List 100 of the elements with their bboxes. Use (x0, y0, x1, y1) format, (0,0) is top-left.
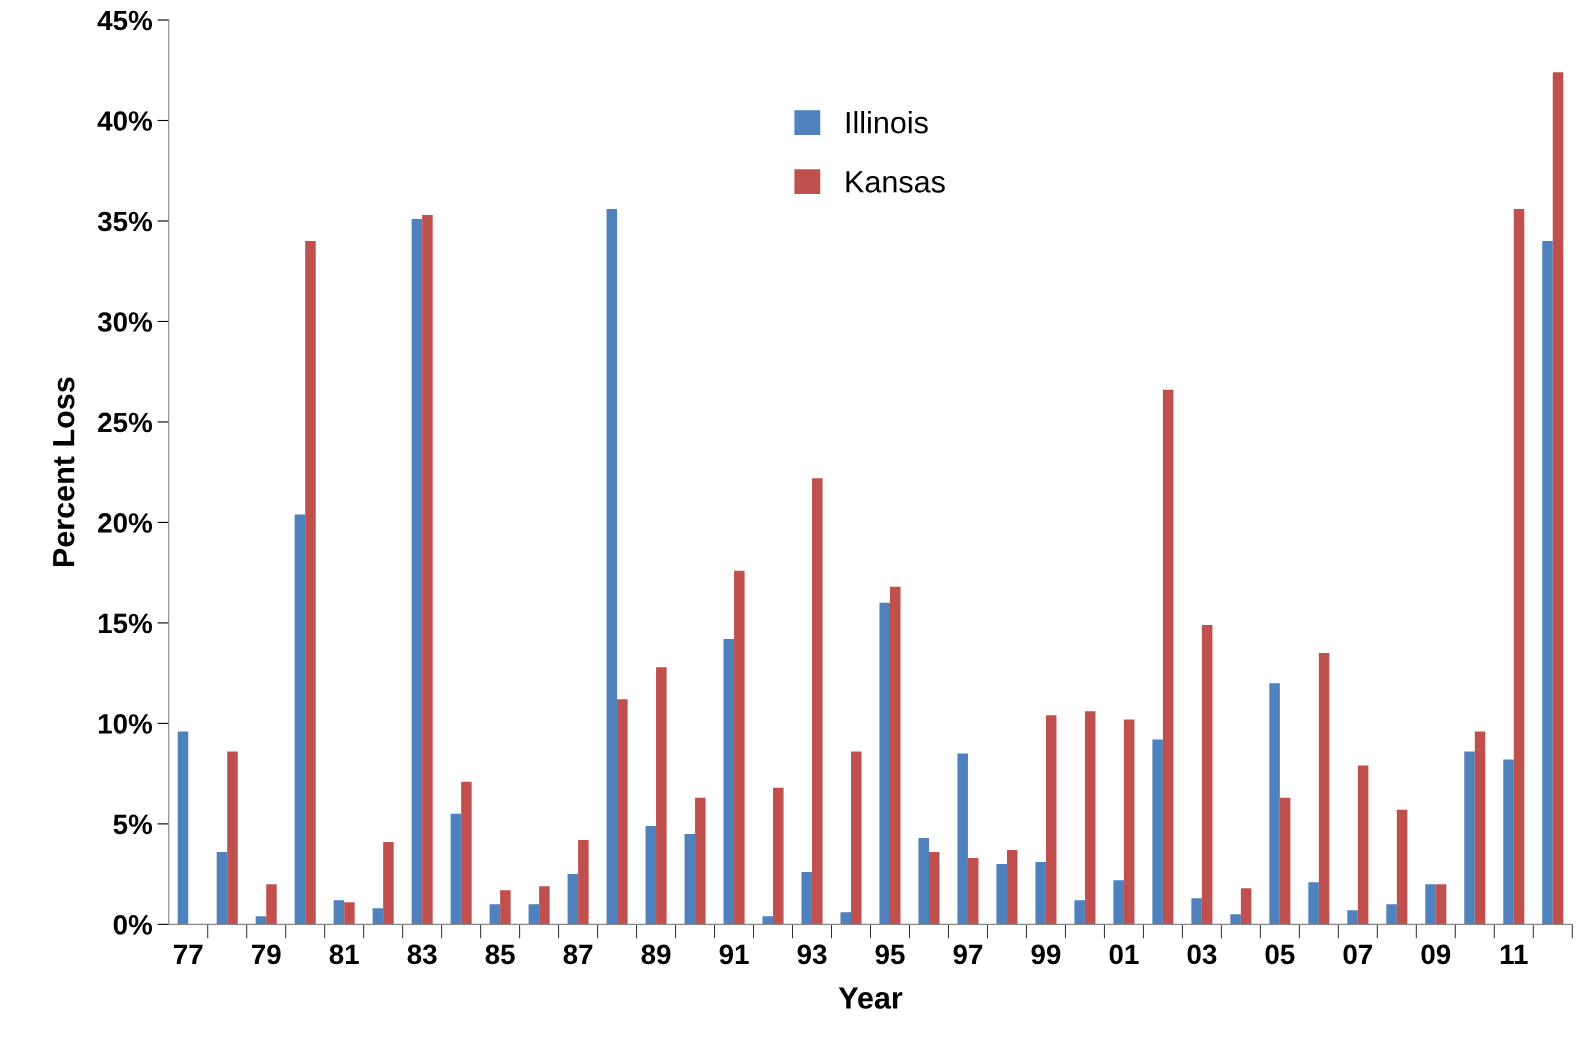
bar (1542, 241, 1553, 925)
x-tick-label: 89 (641, 944, 671, 965)
y-tick-label: 20% (98, 513, 153, 533)
bar (528, 904, 540, 925)
bar (1308, 882, 1319, 925)
bar (255, 916, 267, 925)
bar (450, 813, 462, 925)
bar (928, 852, 940, 925)
legend-label: Kansas (846, 171, 945, 193)
bar (617, 699, 628, 925)
bar (1035, 862, 1046, 925)
x-tick-label: 01 (1109, 944, 1139, 965)
x-tick-label: 79 (251, 944, 281, 965)
bar (489, 904, 501, 925)
bar (734, 570, 745, 925)
x-tick-label: 95 (875, 944, 905, 965)
bar (1552, 72, 1564, 925)
bar (383, 841, 394, 925)
x-tick-label: 11 (1500, 944, 1528, 964)
bar (656, 667, 667, 925)
bar (266, 884, 277, 925)
bar (422, 214, 433, 925)
bar (1425, 884, 1436, 925)
bar (1240, 888, 1252, 925)
y-tick-label: 30% (97, 312, 153, 332)
bar (333, 900, 345, 925)
bar (967, 858, 979, 925)
bar (305, 241, 316, 925)
bar (1191, 898, 1202, 925)
bar (1474, 731, 1486, 925)
bar (1230, 914, 1241, 925)
bar (1347, 910, 1358, 925)
bar (1279, 797, 1291, 925)
bar (1396, 809, 1408, 925)
x-tick-label: 99 (1031, 944, 1061, 965)
bar (1006, 850, 1018, 925)
bar (567, 874, 579, 925)
x-tick-label: 07 (1343, 944, 1373, 965)
bar (411, 218, 423, 925)
bar (996, 864, 1007, 925)
bar (1074, 900, 1085, 925)
bar (762, 916, 774, 925)
bar (1503, 759, 1514, 925)
x-tick-label: 91 (719, 944, 749, 965)
bar (812, 478, 823, 925)
bar (1152, 739, 1163, 925)
bar (840, 912, 852, 925)
bar (1123, 719, 1135, 925)
bar (1045, 715, 1057, 925)
y-tick-label: 35% (97, 211, 153, 232)
x-tick-label: 83 (407, 944, 437, 965)
bar (645, 825, 657, 925)
bar (1269, 683, 1280, 925)
bar (851, 751, 862, 925)
y-axis-title: Percent Loss (53, 377, 75, 567)
y-tick-label: 25% (98, 412, 153, 433)
x-tick-label: 93 (797, 944, 827, 965)
bar (695, 797, 706, 925)
x-tick-label: 87 (563, 944, 593, 965)
bar (500, 890, 511, 925)
bar (216, 852, 228, 925)
x-tick-label: 05 (1265, 944, 1295, 965)
bar (1084, 711, 1096, 925)
bar (372, 908, 384, 925)
bar (578, 839, 589, 925)
bar (879, 602, 890, 925)
bar (177, 731, 189, 925)
bar (890, 586, 901, 925)
bar (1357, 765, 1369, 925)
y-tick-label: 15% (98, 613, 153, 634)
bar (461, 781, 472, 925)
y-tick-label: 5% (113, 814, 153, 835)
bar (801, 872, 813, 925)
y-tick-label: 45% (97, 10, 153, 31)
bar (1162, 389, 1174, 925)
bar (606, 208, 618, 925)
x-tick-label: 97 (953, 944, 983, 965)
bar (723, 638, 735, 925)
bar (773, 787, 784, 925)
bar (227, 751, 238, 925)
bar (1113, 880, 1124, 925)
y-tick-label: 10% (98, 714, 153, 734)
x-tick-label: 77 (173, 944, 203, 964)
bar (918, 837, 929, 925)
bar (1386, 904, 1397, 925)
x-axis-title: Year (838, 987, 903, 1009)
bar (1464, 751, 1475, 925)
x-tick-label: 85 (485, 944, 515, 965)
bar (957, 753, 968, 925)
legend-label: Illinois (846, 110, 928, 134)
bar (294, 514, 306, 925)
x-tick-label: 03 (1187, 944, 1217, 965)
y-tick-label: 0% (113, 915, 153, 935)
y-tick-label: 40% (97, 111, 153, 131)
bar (1318, 653, 1330, 925)
bar (539, 886, 550, 925)
bar (1201, 624, 1213, 925)
bar (1513, 208, 1525, 925)
bar (684, 833, 696, 925)
bar (1435, 884, 1447, 925)
